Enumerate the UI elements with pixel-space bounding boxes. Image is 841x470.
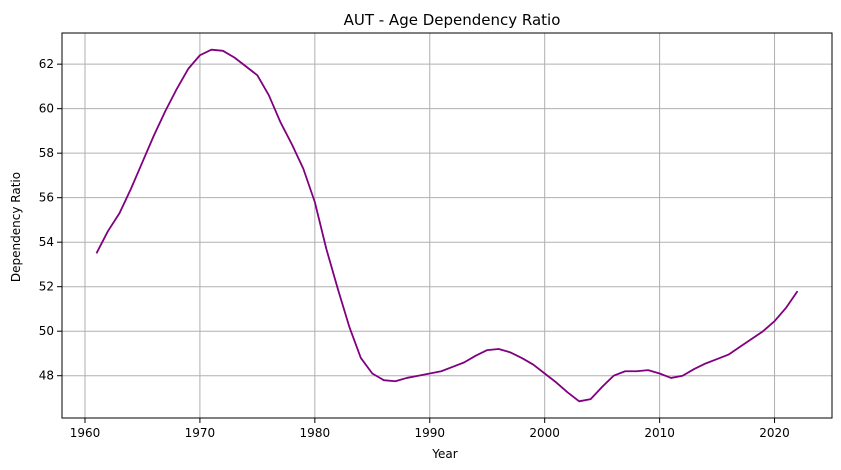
series-line [95,48,799,403]
y-tick-label: 56 [39,191,54,205]
x-tick-label: 1960 [70,426,101,440]
x-axis: 1960 1970 1980 1990 2000 2010 2020 [70,418,790,440]
x-axis-label: Year [431,447,457,461]
x-tick-label: 1980 [300,426,331,440]
x-tick-label: 2010 [644,426,675,440]
grid [62,33,832,418]
chart-title: AUT - Age Dependency Ratio [344,11,561,29]
y-axis: 48 50 52 54 56 58 60 62 [39,57,62,383]
x-tick-label: 2000 [529,426,560,440]
series-layer [95,48,799,403]
x-tick-label: 1990 [414,426,445,440]
y-tick-label: 52 [39,280,54,294]
y-tick-label: 48 [39,369,54,383]
y-tick-label: 62 [39,57,54,71]
y-tick-label: 60 [39,102,54,116]
x-tick-label: 2020 [759,426,790,440]
plot-frame [61,32,833,419]
y-tick-label: 50 [39,324,54,338]
x-tick-label: 1970 [185,426,216,440]
y-axis-label: Dependency Ratio [9,172,23,282]
y-tick-label: 54 [39,235,54,249]
y-tick-label: 58 [39,146,54,160]
